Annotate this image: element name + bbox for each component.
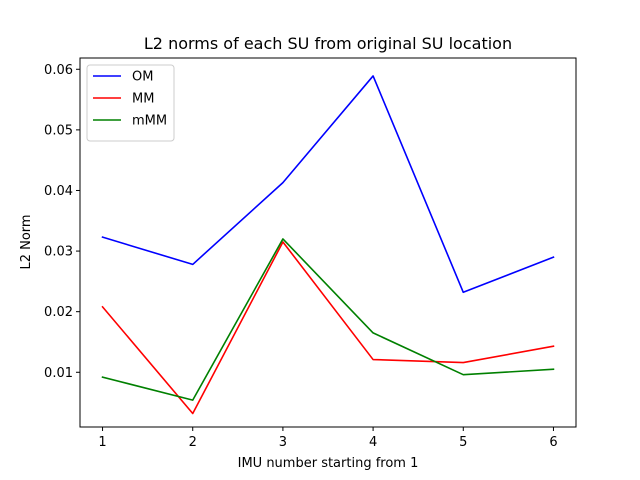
plot-frame	[79, 57, 577, 428]
legend-label-mmm: mMM	[132, 114, 167, 129]
y-tick-label: 0.01	[44, 366, 73, 381]
x-tick-label: 1	[98, 435, 106, 450]
x-tick-label: 6	[549, 435, 557, 450]
y-tick-label: 0.05	[44, 123, 73, 138]
legend-label-om: OM	[132, 70, 153, 85]
y-tick-label: 0.06	[44, 63, 73, 78]
x-tick-label: 4	[369, 435, 377, 450]
y-axis-label: L2 Norm	[19, 214, 34, 269]
y-tick-label: 0.04	[44, 184, 73, 199]
x-axis-ticks: 1 2 3 4 5 6	[98, 427, 558, 450]
x-axis-label: IMU number starting from 1	[238, 456, 419, 471]
series-line-om	[101, 75, 555, 294]
legend-box	[86, 64, 175, 142]
legend-label-mm: MM	[132, 92, 154, 107]
y-tick-label: 0.03	[44, 245, 73, 260]
x-tick-label: 2	[189, 435, 197, 450]
chart-title: L2 norms of each SU from original SU loc…	[144, 34, 512, 53]
series-line-mmm	[101, 238, 555, 401]
y-axis-ticks: 0.01 0.02 0.03 0.04 0.05 0.06	[44, 63, 80, 381]
x-tick-label: 3	[279, 435, 287, 450]
y-tick-label: 0.02	[44, 305, 73, 320]
series-layer	[101, 75, 555, 415]
legend: OM MM mMM	[86, 64, 175, 142]
x-tick-label: 5	[459, 435, 467, 450]
